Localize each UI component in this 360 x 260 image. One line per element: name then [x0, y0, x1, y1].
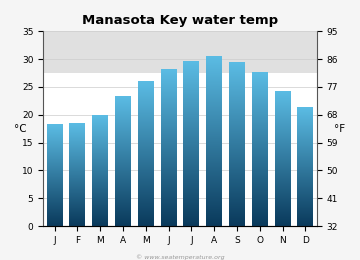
Y-axis label: °F: °F: [334, 124, 345, 134]
Bar: [43, 31, 317, 73]
Text: © www.seatemperature.org: © www.seatemperature.org: [136, 254, 224, 260]
Y-axis label: °C: °C: [14, 124, 27, 134]
Title: Manasota Key water temp: Manasota Key water temp: [82, 14, 278, 27]
